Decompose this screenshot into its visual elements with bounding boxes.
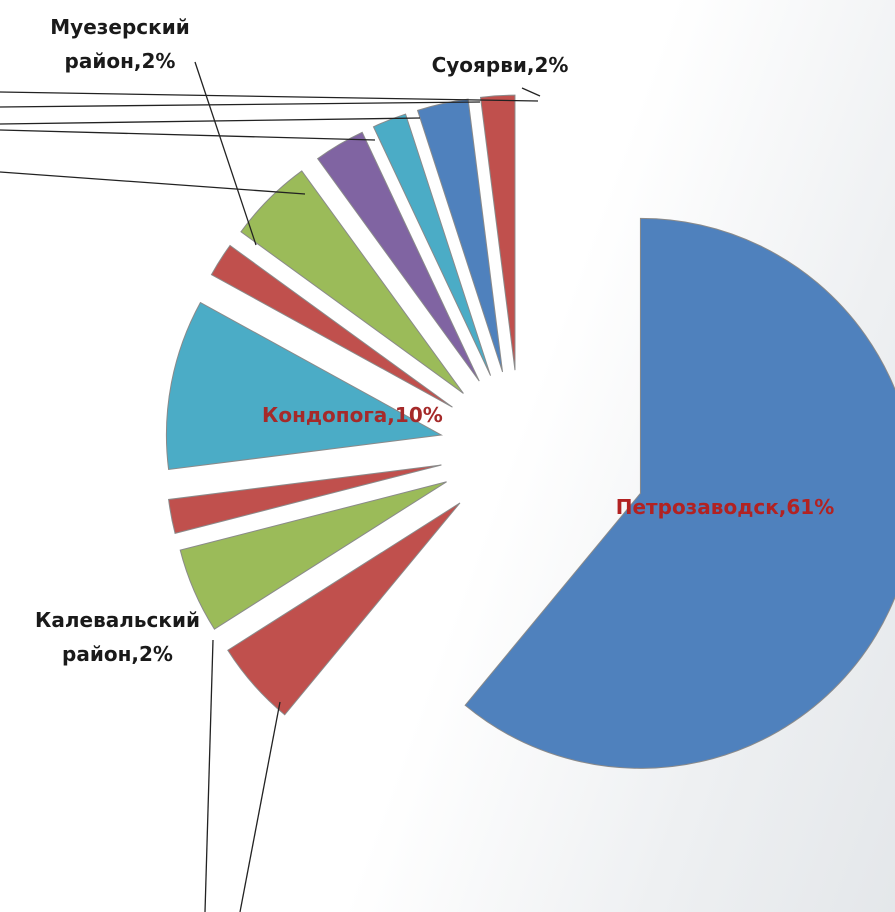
- leader-line: [0, 117, 421, 125]
- pie-slice: [416, 98, 504, 373]
- pie-slice: [240, 170, 464, 394]
- leader-line: [0, 171, 306, 195]
- data-label: Суоярви,2%: [431, 53, 569, 77]
- leader-lines: [0, 61, 541, 912]
- pie-slice: [227, 502, 461, 716]
- leader-line: [521, 87, 541, 97]
- pie-slice: [316, 131, 480, 382]
- pie-slice: [479, 94, 516, 371]
- pie-slice: [179, 481, 447, 630]
- pie-slice: [210, 244, 453, 408]
- leader-line: [204, 639, 214, 912]
- pie-slice: [168, 464, 442, 534]
- pie-slice: [165, 301, 444, 471]
- data-label: Калевальский район,2%: [35, 608, 200, 666]
- leader-line: [194, 61, 257, 246]
- pie-slice: [464, 217, 895, 769]
- data-label: Муезерский район,2%: [50, 15, 190, 73]
- pie-slice: [372, 113, 492, 376]
- leader-line: [0, 101, 481, 108]
- data-label: Петрозаводск,61%: [615, 495, 835, 519]
- data-label: Кондопога,10%: [262, 403, 443, 427]
- leader-line: [0, 91, 539, 102]
- leader-line: [0, 129, 376, 141]
- leader-line: [239, 701, 281, 912]
